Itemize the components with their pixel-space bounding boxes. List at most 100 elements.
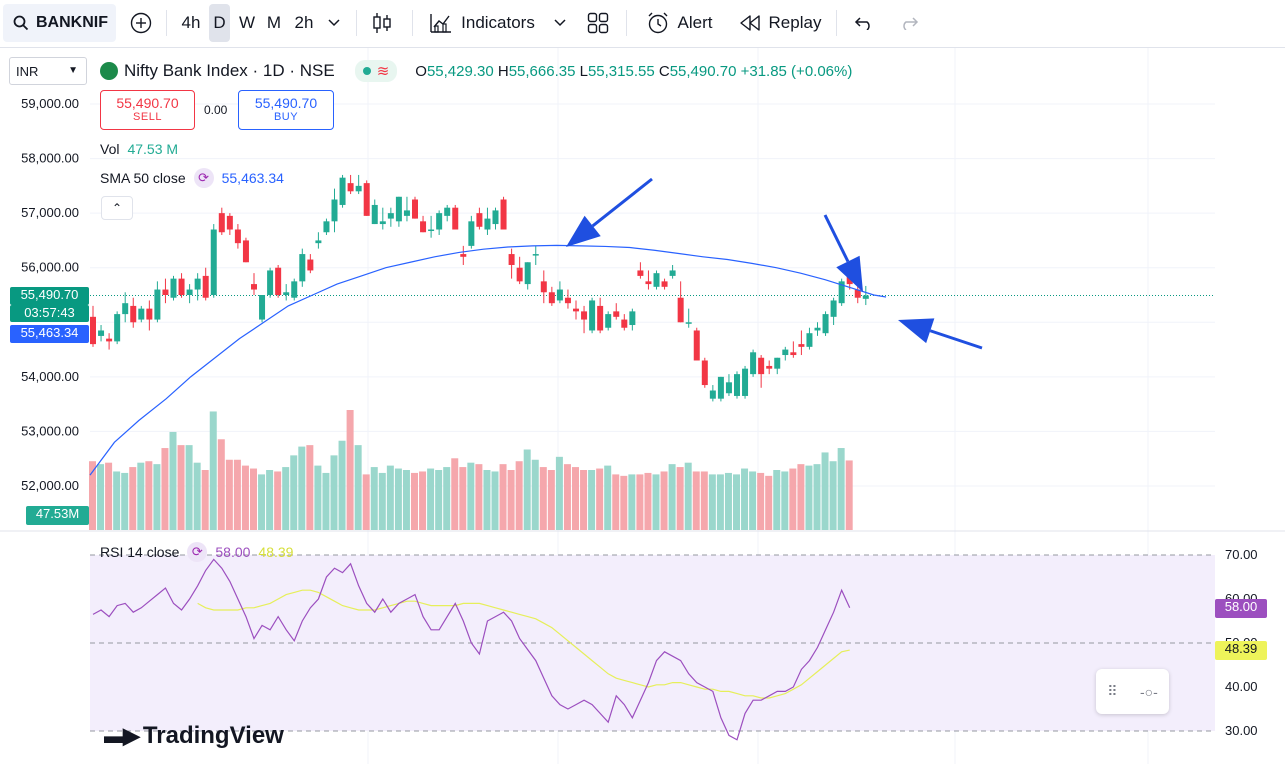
alert-button[interactable]: Alert (638, 4, 720, 42)
candle-body (106, 338, 113, 342)
collapse-legend-button[interactable]: ⌃ (101, 196, 133, 220)
currency-select[interactable]: INR ▼ (9, 57, 87, 85)
candle-body (621, 319, 628, 328)
indicators-dropdown[interactable] (550, 4, 570, 42)
volume-bar (330, 455, 338, 530)
interval-4h[interactable]: 4h (181, 13, 201, 32)
interval-2h[interactable]: 2h (294, 13, 314, 32)
currency-value: INR (16, 64, 39, 79)
candle-body (798, 344, 805, 347)
volume-bar (668, 464, 676, 530)
candle-body (766, 365, 773, 369)
annotation-arrow-head (566, 215, 601, 247)
candle-body (774, 357, 781, 369)
candle-body (830, 300, 837, 317)
chart-type-button[interactable] (366, 4, 398, 42)
candle-body (750, 352, 757, 375)
candle-body (597, 305, 604, 331)
volume-bar (539, 467, 547, 530)
add-symbol-button[interactable] (124, 4, 158, 42)
market-status-badge[interactable]: ≋ (354, 60, 398, 82)
tradingview-wordmark: TradingView (142, 722, 284, 749)
volume-bar (724, 472, 732, 530)
layout-button[interactable] (582, 4, 614, 42)
redo-button[interactable] (893, 4, 925, 42)
candle-body (307, 259, 314, 271)
replay-button[interactable]: Replay (734, 4, 826, 42)
volume-bar (837, 448, 845, 530)
interval-w[interactable]: W (238, 13, 256, 32)
candle-body (194, 278, 201, 290)
scroll-to-realtime-button[interactable]: ⠿ -○- (1096, 669, 1169, 714)
chevron-down-icon (328, 19, 340, 27)
tradingview-logo[interactable]: ▬▶ TradingView (104, 722, 284, 750)
rsi-label: RSI 14 close (100, 544, 180, 560)
market-open-icon (362, 67, 371, 75)
volume-bar (765, 475, 773, 530)
volume-bar (209, 411, 217, 530)
volume-bar (129, 467, 137, 530)
volume-bar (298, 446, 306, 530)
volume-bar (716, 474, 724, 530)
volume-bar (572, 467, 579, 530)
candle-body (758, 357, 765, 375)
interval-m[interactable]: M (266, 13, 282, 32)
sma-legend[interactable]: SMA 50 close ⟳ 55,463.34 (100, 168, 284, 188)
price-tick-label: 57,000.00 (21, 205, 79, 220)
volume-bar (733, 474, 740, 530)
chevron-up-icon: ⌃ (111, 201, 123, 215)
sell-button[interactable]: 55,490.70 SELL (100, 90, 195, 130)
volume-bar (225, 459, 233, 530)
volume-bar (692, 471, 700, 530)
rsi-tick-label: 40.00 (1225, 679, 1258, 694)
interval-d[interactable]: D (209, 4, 230, 42)
volume-bar (628, 474, 636, 530)
ohlc-values: O55,429.30 H55,666.35 L55,315.55 C55,490… (415, 63, 852, 80)
candle-body (339, 177, 346, 205)
volume-bar (708, 474, 716, 530)
volume-legend[interactable]: Vol 47.53 M (100, 141, 178, 157)
candle-body (436, 213, 443, 230)
volume-bar (757, 472, 765, 530)
candle-body (371, 204, 378, 225)
wave-icon: ≋ (376, 63, 390, 80)
volume-bar (588, 470, 596, 530)
candle-body (782, 349, 789, 356)
candle-body (484, 218, 491, 230)
chart-canvas[interactable]: 59,000.00 58,000.00 57,000.00 56,000.00 54,0… (0, 48, 1285, 764)
rsi-legend[interactable]: RSI 14 close ⟳ 58.00 48.39 (100, 542, 293, 562)
undo-button[interactable] (848, 4, 880, 42)
rsi-ma-value: 48.39 (258, 544, 294, 560)
volume-bar (467, 462, 475, 530)
volume-bar (419, 471, 427, 530)
intervals-dropdown[interactable] (324, 4, 344, 42)
candle-body (524, 262, 531, 285)
price-tick-label: 53,000.00 (21, 423, 79, 438)
volume-bar (370, 467, 378, 530)
toolbar-divider (626, 10, 627, 36)
rsi-tick-label: 70.00 (1225, 547, 1258, 562)
buy-button[interactable]: 55,490.70 BUY (238, 90, 334, 130)
volume-bar (121, 472, 129, 530)
volume-bar (266, 470, 274, 530)
candle-body (178, 278, 185, 295)
volume-bar (233, 459, 241, 530)
volume-bar (338, 440, 346, 530)
candle-body (242, 240, 249, 263)
candle-body (693, 330, 700, 361)
indicators-button[interactable]: Indicators (424, 4, 540, 42)
candle-body (210, 229, 217, 295)
volume-bar (306, 445, 314, 530)
candle-body (355, 185, 362, 192)
candle-body (267, 270, 274, 295)
rsi-ma-tag: 48.39 (1215, 641, 1267, 660)
volume-bar (161, 448, 169, 530)
volume-bar (451, 458, 459, 530)
volume-bar (282, 467, 290, 530)
symbol-label: BANKNIF (36, 14, 108, 31)
volume-bar (169, 431, 177, 530)
refresh-icon: ⟳ (187, 542, 208, 562)
symbol-search[interactable]: BANKNIF (3, 4, 116, 42)
volume-bar (354, 445, 362, 530)
rsi-value-tag: 58.00 (1215, 599, 1267, 618)
